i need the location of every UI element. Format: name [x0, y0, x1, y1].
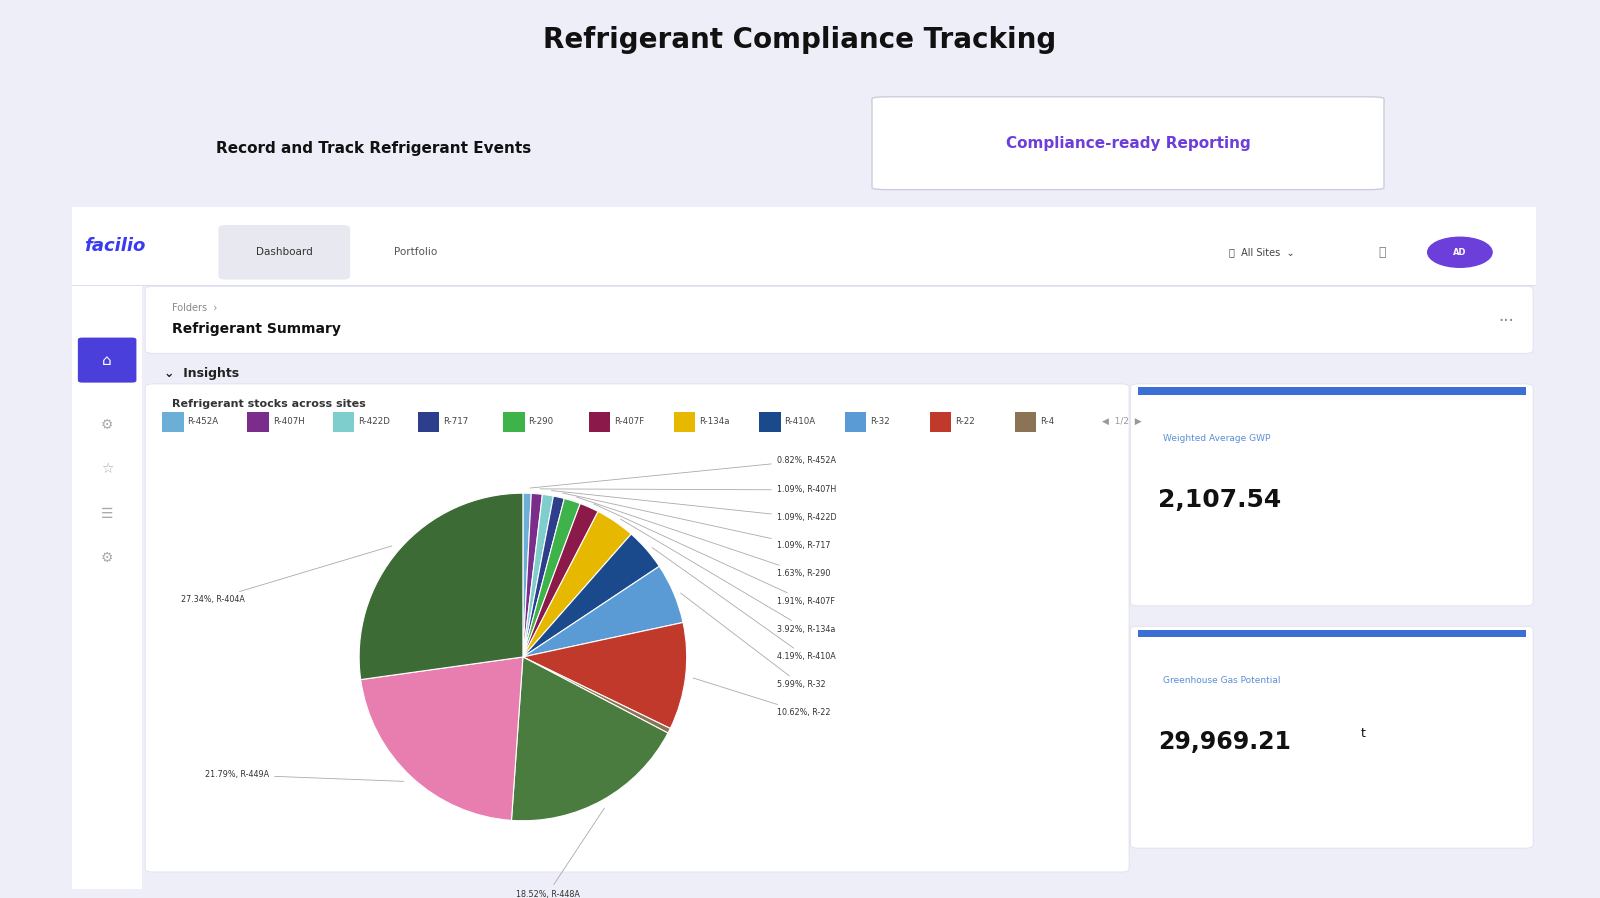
Text: 📄  All Sites  ⌄: 📄 All Sites ⌄	[1229, 247, 1294, 257]
Wedge shape	[523, 512, 630, 657]
FancyBboxPatch shape	[333, 411, 354, 432]
Text: Compliance-ready Reporting: Compliance-ready Reporting	[1006, 136, 1250, 151]
Text: ⌄  Insights: ⌄ Insights	[165, 367, 240, 380]
FancyBboxPatch shape	[1131, 384, 1533, 606]
Text: R-134a: R-134a	[699, 418, 730, 427]
Text: 0.82%, R-452A: 0.82%, R-452A	[530, 456, 835, 488]
Text: 1.09%, R-422D: 1.09%, R-422D	[552, 490, 837, 523]
Text: R-22: R-22	[955, 418, 974, 427]
Text: 18.52%, R-448A: 18.52%, R-448A	[515, 808, 605, 898]
FancyBboxPatch shape	[930, 411, 950, 432]
Text: 1.09%, R-717: 1.09%, R-717	[563, 493, 830, 550]
Text: Portfolio: Portfolio	[395, 247, 438, 257]
Wedge shape	[523, 534, 659, 657]
FancyBboxPatch shape	[248, 411, 269, 432]
Text: ···: ···	[1498, 312, 1514, 330]
Text: 5.99%, R-32: 5.99%, R-32	[680, 593, 826, 690]
Wedge shape	[512, 657, 667, 821]
Text: facilio: facilio	[83, 237, 146, 255]
Wedge shape	[523, 504, 598, 657]
Text: 10.62%, R-22: 10.62%, R-22	[693, 678, 830, 718]
Text: R-410A: R-410A	[784, 418, 816, 427]
Text: 3.92%, R-134a: 3.92%, R-134a	[621, 519, 835, 634]
Text: ⌂: ⌂	[102, 353, 112, 367]
Text: R-290: R-290	[528, 418, 554, 427]
Wedge shape	[523, 493, 542, 657]
Text: AD: AD	[1453, 248, 1467, 257]
FancyBboxPatch shape	[78, 338, 136, 383]
FancyBboxPatch shape	[162, 411, 184, 432]
Text: ⚙: ⚙	[101, 551, 114, 565]
Text: R-407H: R-407H	[272, 418, 304, 427]
Text: R-422D: R-422D	[358, 418, 390, 427]
Circle shape	[1427, 237, 1493, 268]
FancyBboxPatch shape	[418, 411, 440, 432]
Text: 4.19%, R-410A: 4.19%, R-410A	[653, 548, 835, 662]
FancyBboxPatch shape	[72, 285, 142, 889]
Text: Greenhouse Gas Potential: Greenhouse Gas Potential	[1163, 676, 1280, 685]
FancyBboxPatch shape	[845, 411, 866, 432]
Text: ◀  1/2  ▶: ◀ 1/2 ▶	[1102, 418, 1142, 427]
Text: Weighted Average GWP: Weighted Average GWP	[1163, 434, 1270, 443]
FancyBboxPatch shape	[1138, 387, 1526, 395]
FancyBboxPatch shape	[1131, 626, 1533, 848]
FancyBboxPatch shape	[589, 411, 610, 432]
Text: 1.91%, R-407F: 1.91%, R-407F	[594, 504, 835, 606]
Text: Refrigerant stocks across sites: Refrigerant stocks across sites	[171, 400, 365, 409]
Text: ☰: ☰	[101, 506, 114, 521]
FancyBboxPatch shape	[504, 411, 525, 432]
Wedge shape	[523, 496, 565, 657]
Text: 29,969.21: 29,969.21	[1158, 730, 1291, 754]
Wedge shape	[523, 567, 683, 657]
Text: 27.34%, R-404A: 27.34%, R-404A	[181, 546, 392, 604]
Text: 🔔: 🔔	[1379, 246, 1386, 259]
FancyBboxPatch shape	[72, 207, 1536, 285]
Text: Refrigerant Compliance Tracking: Refrigerant Compliance Tracking	[544, 25, 1056, 54]
Text: 21.79%, R-449A: 21.79%, R-449A	[205, 770, 403, 781]
Text: R-32: R-32	[870, 418, 890, 427]
Text: Dashboard: Dashboard	[256, 247, 312, 257]
Text: ☆: ☆	[101, 462, 114, 476]
Text: R-407F: R-407F	[614, 418, 645, 427]
FancyBboxPatch shape	[674, 411, 696, 432]
Text: 1.63%, R-290: 1.63%, R-290	[576, 497, 830, 578]
FancyBboxPatch shape	[146, 286, 1533, 353]
FancyBboxPatch shape	[1138, 629, 1526, 638]
FancyBboxPatch shape	[1014, 411, 1037, 432]
FancyBboxPatch shape	[872, 97, 1384, 189]
FancyBboxPatch shape	[146, 384, 1130, 872]
FancyBboxPatch shape	[218, 225, 350, 279]
Wedge shape	[360, 657, 523, 821]
Text: R-452A: R-452A	[187, 418, 219, 427]
Text: t: t	[1360, 726, 1365, 740]
Wedge shape	[523, 622, 686, 728]
Text: Folders  ›: Folders ›	[171, 304, 218, 313]
Text: R-717: R-717	[443, 418, 469, 427]
FancyBboxPatch shape	[760, 411, 781, 432]
Text: 2,107.54: 2,107.54	[1158, 488, 1282, 512]
Text: Refrigerant Summary: Refrigerant Summary	[171, 322, 341, 337]
Text: Record and Track Refrigerant Events: Record and Track Refrigerant Events	[216, 141, 531, 155]
Wedge shape	[523, 498, 581, 657]
Text: R-4: R-4	[1040, 418, 1054, 427]
Wedge shape	[358, 493, 523, 680]
Text: ⚙: ⚙	[101, 418, 114, 432]
Wedge shape	[523, 494, 554, 657]
Wedge shape	[523, 657, 670, 733]
Text: 1.09%, R-407H: 1.09%, R-407H	[541, 486, 837, 495]
Wedge shape	[523, 493, 531, 657]
